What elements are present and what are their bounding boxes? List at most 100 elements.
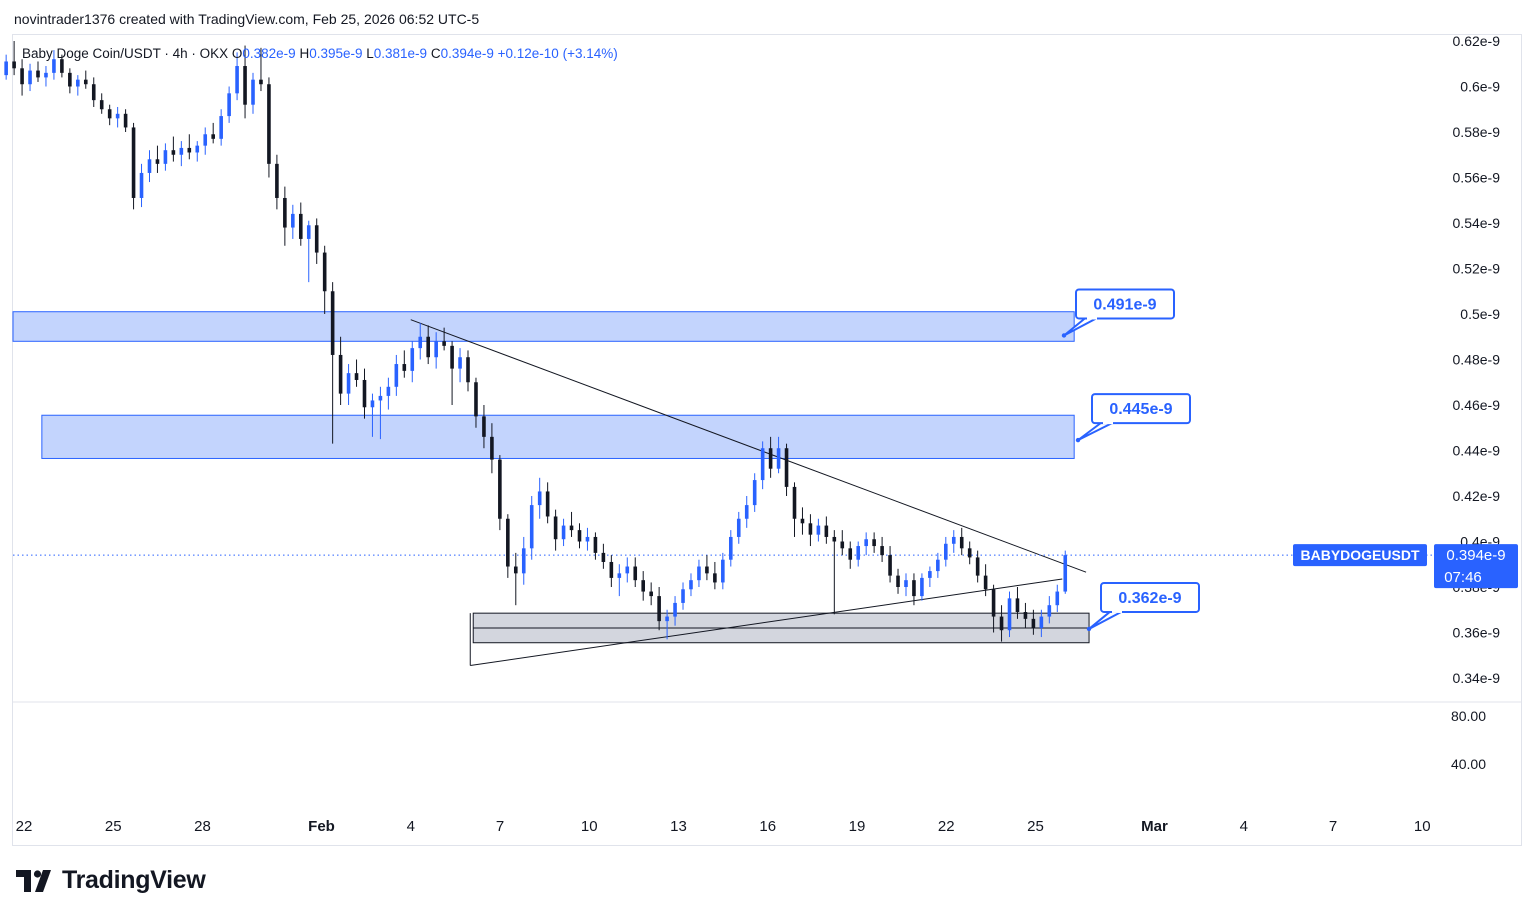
symbol-title: Baby Doge Coin/USDT · 4h · OKX — [22, 46, 229, 61]
candle — [203, 127, 208, 155]
candle-body — [713, 573, 717, 583]
resistance-zone-2 — [41, 414, 1075, 459]
candle-body — [601, 552, 606, 562]
candle — [4, 54, 8, 80]
price-tick-label: 0.46e-9 — [1453, 397, 1501, 413]
symbol-legend: Baby Doge Coin/USDT · 4h · OKX O0.382e-9… — [22, 46, 618, 61]
candle — [450, 341, 454, 405]
candle-body — [298, 213, 303, 239]
price-tag — [1434, 544, 1518, 589]
candle — [904, 573, 908, 597]
candle-body — [83, 79, 88, 85]
candle-body — [800, 518, 805, 524]
candle — [107, 104, 112, 126]
tradingview-brand[interactable]: TradingView — [16, 866, 206, 895]
candle-body — [856, 546, 861, 560]
candle — [872, 532, 876, 553]
candle-body — [107, 109, 112, 119]
candle — [442, 327, 446, 351]
author-attribution: novintrader1376 created with TradingView… — [14, 11, 480, 27]
candle-body — [44, 72, 48, 78]
candle — [498, 455, 502, 531]
candle — [920, 573, 924, 601]
price-tick-label: 0.58e-9 — [1453, 124, 1501, 140]
candle-body — [633, 566, 638, 581]
candle-body — [681, 589, 685, 603]
candle-body — [458, 357, 462, 369]
candle-body — [147, 159, 152, 173]
price-tick-label: 0.48e-9 — [1453, 352, 1501, 368]
callout-pointer — [1088, 609, 1124, 630]
candle — [36, 61, 40, 82]
candle-body — [187, 147, 192, 153]
candle-body — [426, 336, 430, 358]
candle-body — [52, 59, 56, 73]
candle-body — [211, 134, 215, 139]
candle — [243, 45, 247, 119]
candle — [1015, 587, 1020, 619]
candle — [418, 323, 423, 360]
candle — [163, 143, 168, 171]
candle — [338, 336, 343, 405]
candle-body — [4, 61, 8, 76]
price-tick-label: 0.54e-9 — [1453, 215, 1501, 231]
candle — [673, 596, 677, 626]
candle-body — [243, 66, 247, 105]
time-tick-label: 22 — [16, 818, 33, 835]
candle-body — [959, 536, 964, 549]
candle — [681, 582, 685, 610]
candle — [561, 518, 566, 547]
candle-body — [705, 566, 709, 574]
callout-gap — [1103, 420, 1113, 425]
candle — [458, 348, 462, 383]
candle — [466, 350, 470, 392]
candle — [12, 41, 16, 76]
candle-body — [139, 172, 144, 198]
change-value: +0.12e-10 (+3.14%) — [497, 46, 618, 61]
last-price-layer: BABYDOGEUSDT 0.394e-9 07:46 — [1293, 544, 1518, 589]
candle-body — [537, 491, 542, 506]
candle — [354, 359, 359, 387]
candle — [513, 552, 518, 606]
price-tick-label: 0.6e-9 — [1460, 79, 1500, 95]
candle-body — [1031, 618, 1036, 628]
high-value: 0.395e-9 — [309, 46, 363, 61]
candle — [800, 507, 805, 535]
candle — [585, 527, 590, 551]
candle-body — [306, 225, 311, 239]
candle-body — [689, 580, 693, 590]
price-tick-label: 0.62e-9 — [1453, 33, 1501, 49]
candle — [322, 245, 327, 314]
candle — [944, 536, 948, 567]
candle-body — [585, 536, 590, 542]
candle-body — [848, 548, 853, 560]
price-tick-label: 0.34e-9 — [1453, 670, 1501, 686]
candle-body — [418, 336, 423, 349]
candle-body — [330, 291, 335, 355]
candle-body — [60, 59, 64, 73]
candle — [1063, 550, 1068, 594]
candle — [529, 496, 534, 560]
candle-body — [569, 525, 574, 531]
tradingview-logo-icon — [16, 869, 51, 892]
candle-body — [521, 548, 526, 574]
trendline-2 — [470, 578, 1063, 666]
candle-body — [1015, 598, 1020, 613]
candle — [864, 532, 868, 556]
callout-anchor-dot — [1075, 437, 1081, 443]
candle — [880, 536, 884, 562]
candle — [760, 441, 765, 490]
candle-body — [259, 79, 263, 85]
candle — [482, 405, 486, 449]
candle — [912, 573, 916, 606]
candle-body — [625, 566, 630, 574]
candle-body — [736, 518, 741, 537]
candle-body — [1039, 616, 1044, 628]
candle-body — [1063, 555, 1068, 592]
candle — [689, 573, 693, 597]
candle-body — [999, 616, 1004, 631]
candle — [776, 436, 781, 474]
candle — [824, 516, 829, 544]
candle — [928, 566, 932, 587]
